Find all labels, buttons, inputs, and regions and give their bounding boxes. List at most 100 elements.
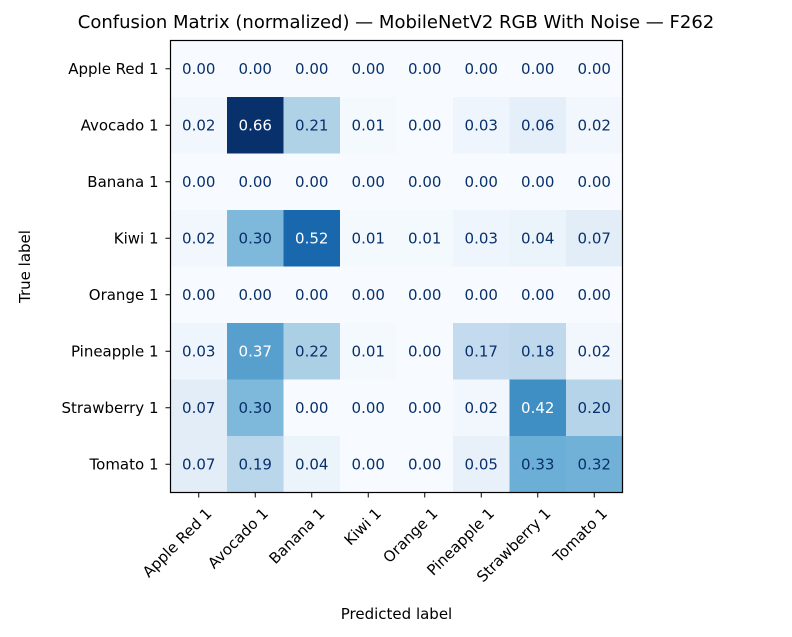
cell-value-label: 0.00 (182, 286, 215, 304)
cell-value-label: 0.30 (239, 399, 272, 417)
cell-value-label: 0.52 (295, 229, 328, 247)
x-axis-label: Predicted label (341, 605, 452, 623)
cell-value-label: 0.00 (182, 60, 215, 78)
y-tick-label: Apple Red 1 (68, 60, 158, 78)
cell-value-label: 0.20 (578, 399, 611, 417)
cell-value-label: 0.00 (521, 286, 554, 304)
heatmap-cell (340, 97, 398, 155)
cell-value-label: 0.00 (408, 455, 441, 473)
cell-value-label: 0.07 (578, 229, 611, 247)
cell-value-label: 0.21 (295, 116, 328, 134)
heatmap-cell (509, 97, 567, 155)
heatmap-cell (566, 153, 624, 211)
heatmap-cell (227, 153, 285, 211)
cell-value-label: 0.00 (352, 60, 385, 78)
y-tick-label: Tomato 1 (89, 455, 159, 473)
cell-value-label: 0.00 (295, 399, 328, 417)
x-tick-label: Tomato 1 (549, 505, 611, 567)
heatmap-cell (566, 323, 624, 381)
heatmap-cell (453, 266, 511, 324)
cell-value-label: 0.03 (465, 116, 498, 134)
heatmap-cell (227, 40, 285, 98)
y-tick-label: Kiwi 1 (114, 229, 159, 247)
cell-value-label: 0.00 (465, 60, 498, 78)
heatmap-cell (396, 323, 454, 381)
cell-value-label: 0.17 (465, 342, 498, 360)
y-tick-label: Pineapple 1 (71, 342, 159, 360)
cell-value-label: 0.02 (182, 116, 215, 134)
cell-value-label: 0.66 (239, 116, 272, 134)
cell-value-label: 0.00 (465, 286, 498, 304)
heatmap-cell (453, 323, 511, 381)
cell-value-label: 0.00 (408, 60, 441, 78)
cell-value-label: 0.32 (578, 455, 611, 473)
heatmap-cell (340, 40, 398, 98)
heatmap-cell (227, 97, 285, 155)
cell-value-label: 0.01 (408, 229, 441, 247)
x-tick-label: Avocado 1 (204, 505, 272, 573)
cell-value-label: 0.03 (465, 229, 498, 247)
cell-value-label: 0.04 (521, 229, 554, 247)
cell-value-label: 0.00 (352, 173, 385, 191)
heatmap-cell (283, 40, 341, 98)
heatmap-cell (227, 379, 285, 437)
heatmap-cell (509, 210, 567, 268)
heatmap-cell (340, 379, 398, 437)
plot-frame (169, 39, 624, 494)
heatmap-cell (170, 97, 228, 155)
cell-value-label: 0.01 (352, 116, 385, 134)
heatmap-cell (396, 153, 454, 211)
cell-value-label: 0.00 (521, 60, 554, 78)
heatmap-cell (340, 323, 398, 381)
heatmap-cell (453, 153, 511, 211)
heatmap-cell (509, 40, 567, 98)
heatmap-cell (566, 379, 624, 437)
cell-value-label: 0.01 (352, 342, 385, 360)
heatmap-cell (453, 97, 511, 155)
heatmap-cell (170, 436, 228, 494)
x-tick-label: Apple Red 1 (139, 505, 216, 582)
cell-value-label: 0.02 (465, 399, 498, 417)
heatmap-cell (283, 153, 341, 211)
cell-value-label: 0.00 (408, 116, 441, 134)
cell-value-label: 0.00 (578, 60, 611, 78)
heatmap-cell (170, 210, 228, 268)
heatmap-cell (509, 266, 567, 324)
cell-value-label: 0.00 (239, 173, 272, 191)
cell-value-label: 0.00 (408, 173, 441, 191)
cell-value-label: 0.33 (521, 455, 554, 473)
heatmap-cell (453, 436, 511, 494)
cell-value-label: 0.22 (295, 342, 328, 360)
heatmap-cell (566, 40, 624, 98)
heatmap-cell (283, 266, 341, 324)
heatmap-cell (170, 40, 228, 98)
heatmap-cell (170, 323, 228, 381)
y-tick-label: Banana 1 (87, 173, 158, 191)
y-tick-label: Strawberry 1 (61, 399, 158, 417)
heatmap-cell (227, 210, 285, 268)
heatmap-cell (283, 210, 341, 268)
cell-value-label: 0.00 (295, 60, 328, 78)
heatmap-cell (509, 153, 567, 211)
cell-value-label: 0.00 (408, 286, 441, 304)
cell-value-label: 0.00 (352, 399, 385, 417)
cell-value-label: 0.00 (578, 286, 611, 304)
heatmap-cell (227, 266, 285, 324)
cell-value-label: 0.07 (182, 399, 215, 417)
heatmap-cell (453, 40, 511, 98)
heatmap-cell (170, 153, 228, 211)
cell-value-label: 0.03 (182, 342, 215, 360)
chart-title: Confusion Matrix (normalized) — MobileNe… (78, 12, 715, 33)
x-tick-label: Banana 1 (265, 505, 328, 568)
cell-value-label: 0.07 (182, 455, 215, 473)
heatmap-cell (396, 97, 454, 155)
cell-value-label: 0.00 (352, 455, 385, 473)
cell-value-label: 0.00 (521, 173, 554, 191)
heatmap-cell (340, 210, 398, 268)
cell-value-label: 0.00 (578, 173, 611, 191)
cell-value-label: 0.19 (239, 455, 272, 473)
cell-value-label: 0.01 (352, 229, 385, 247)
cell-values: 0.00 0.00 0.00 0.00 0.00 0.00 0.00 0.00 0.02 0.66… (182, 60, 611, 474)
heatmap-cell (283, 323, 341, 381)
heatmap-cell (283, 436, 341, 494)
